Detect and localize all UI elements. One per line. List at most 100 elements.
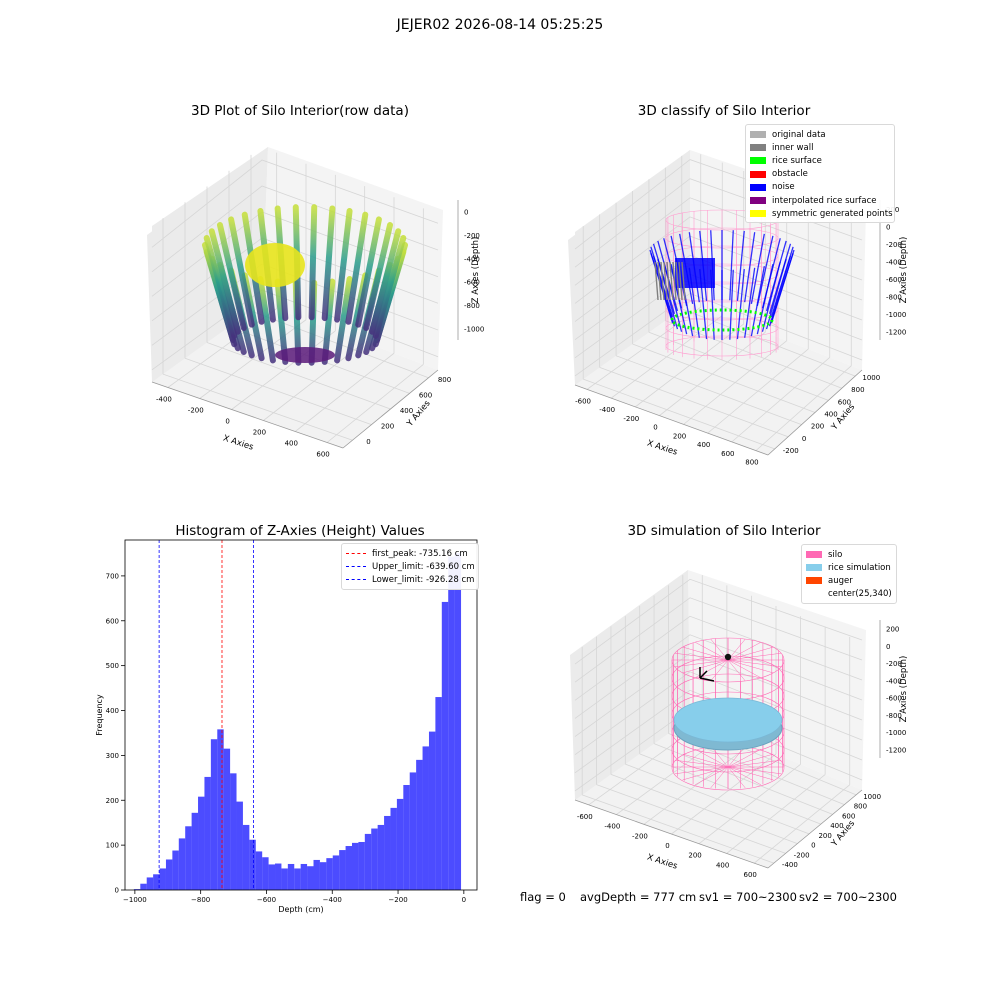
point-cloud-surface bbox=[245, 243, 305, 287]
auger-line bbox=[699, 677, 715, 682]
z-tick-label: -1200 bbox=[886, 328, 906, 336]
x-tick-label: 0 bbox=[462, 896, 466, 904]
legend-swatch bbox=[750, 170, 766, 178]
z-gridline bbox=[574, 615, 863, 701]
z-tick-label: 0 bbox=[886, 223, 890, 231]
silo-lid-spoke bbox=[727, 659, 762, 679]
legend-label: rice surface bbox=[772, 155, 822, 166]
y-tick-label: 200 bbox=[811, 423, 824, 431]
y-tick-label: 400 bbox=[824, 411, 837, 419]
auger-line bbox=[699, 670, 708, 679]
y-tick-label: -200 bbox=[783, 447, 799, 455]
point-cloud-strand bbox=[216, 221, 247, 331]
legend-label: symmetric generated points bbox=[772, 208, 893, 219]
status-sv1: sv1 = 700~2300 bbox=[699, 890, 797, 904]
z-gridline bbox=[574, 254, 863, 341]
y-gridline bbox=[639, 753, 822, 825]
z-tick-label: -600 bbox=[464, 279, 480, 287]
x-tick-label: −200 bbox=[388, 896, 407, 904]
histogram-bar bbox=[281, 868, 288, 890]
legend-label: first_peak: -735.16 cm bbox=[372, 548, 468, 559]
legend-label: original data bbox=[772, 129, 826, 140]
point-cloud-strand bbox=[321, 205, 336, 322]
histogram-bar bbox=[371, 828, 378, 890]
y-tick-label: 400 bbox=[400, 407, 413, 415]
point-cloud-strand bbox=[203, 235, 238, 339]
z-tick-label: -1000 bbox=[464, 325, 484, 333]
noise-strand bbox=[750, 233, 765, 304]
y-gridline bbox=[615, 355, 802, 426]
histogram-bar bbox=[351, 842, 359, 890]
silo-lid-spoke bbox=[727, 641, 762, 661]
plot-frame bbox=[124, 539, 478, 891]
y-tick-label: 0 bbox=[366, 438, 370, 446]
noise-strand bbox=[761, 238, 781, 309]
legend-label: auger bbox=[828, 575, 853, 586]
silo-lid-spoke bbox=[727, 659, 782, 668]
y-axis-label: Frequency bbox=[95, 694, 104, 736]
legend-item-inner-wall: inner wall bbox=[750, 141, 890, 154]
y-gridline bbox=[184, 357, 372, 425]
silo-floor-spoke bbox=[727, 766, 762, 786]
y-tick-label: 400 bbox=[106, 707, 119, 715]
legend-swatch bbox=[806, 577, 822, 585]
inner-wall-strand bbox=[675, 261, 680, 301]
point-cloud-strand bbox=[321, 278, 336, 365]
legend-swatch bbox=[750, 157, 766, 165]
legend-label: obstacle bbox=[772, 169, 808, 180]
y-gridline bbox=[162, 373, 353, 441]
y-tick-label: 1000 bbox=[862, 374, 880, 382]
histogram-bar bbox=[332, 855, 340, 890]
z-axis-label: Z Axies (Depth) bbox=[471, 237, 481, 304]
histogram-bar bbox=[133, 889, 141, 890]
legend-item-obstacle: obstacle bbox=[750, 168, 890, 181]
inner-wall-strand bbox=[681, 261, 686, 301]
z-tick-label: 0 bbox=[464, 209, 468, 217]
noise-strand bbox=[744, 267, 756, 338]
histogram-bar bbox=[319, 862, 327, 890]
x-tick-label: 400 bbox=[716, 861, 729, 869]
point-cloud-strand bbox=[372, 235, 407, 339]
legend-swatch bbox=[750, 183, 766, 191]
z-gridline bbox=[574, 689, 863, 774]
y-axis-line bbox=[342, 369, 439, 449]
histogram-bar bbox=[326, 858, 333, 890]
inner-wall-strand bbox=[657, 261, 662, 301]
y-tick-label: 600 bbox=[419, 391, 432, 399]
legend-label: silo bbox=[828, 549, 843, 560]
histogram-bar bbox=[223, 748, 231, 890]
point-cloud-strand bbox=[355, 216, 382, 328]
y-tick-label: 0 bbox=[115, 887, 119, 895]
histogram-bar bbox=[140, 883, 147, 890]
x-tick-label: 600 bbox=[721, 450, 734, 458]
raw-plot-title: 3D Plot of Silo Interior(row data) bbox=[191, 103, 409, 119]
y-tick-label: 500 bbox=[106, 662, 119, 670]
legend-label: noise bbox=[772, 182, 795, 193]
histogram-bar bbox=[287, 863, 295, 890]
x-tick-label: −600 bbox=[257, 896, 276, 904]
point-cloud-strand bbox=[228, 216, 255, 328]
x-tick-label: 600 bbox=[744, 871, 757, 879]
noise-strand bbox=[736, 268, 745, 340]
histogram-bar bbox=[275, 863, 282, 890]
silo-lid-spoke bbox=[710, 659, 729, 682]
z-tick-label: -400 bbox=[886, 677, 902, 685]
histogram-bar bbox=[255, 851, 263, 890]
inner-wall-strand bbox=[654, 261, 659, 301]
x-tick-label: -200 bbox=[632, 832, 648, 840]
y-tick-label: 800 bbox=[854, 803, 867, 811]
status-flag: flag = 0 bbox=[520, 890, 566, 904]
noise-strand bbox=[652, 243, 676, 315]
histogram-bar bbox=[242, 824, 250, 890]
silo-floor-spoke bbox=[694, 748, 729, 768]
histogram-bar bbox=[153, 874, 160, 890]
x-axis-line bbox=[574, 384, 769, 456]
rice-simulation-surface bbox=[673, 697, 783, 743]
x-tick-label: 800 bbox=[745, 459, 758, 467]
z-tick-label: -800 bbox=[886, 293, 902, 301]
histogram-bar bbox=[409, 772, 417, 890]
legend-label: center(25,340) bbox=[828, 589, 892, 600]
